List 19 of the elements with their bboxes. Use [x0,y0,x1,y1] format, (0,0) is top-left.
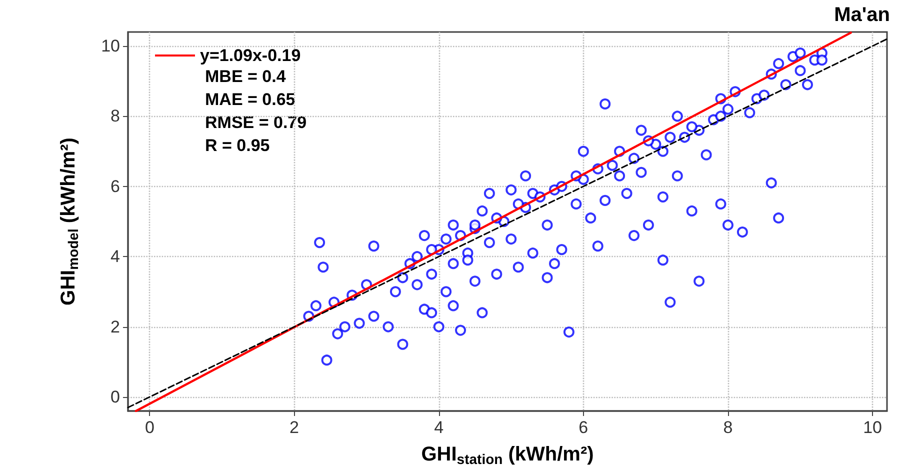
y-tick-label: 2 [110,317,120,336]
legend-label: y=1.09x-0.19 [200,46,301,65]
x-tick-label: 10 [863,418,882,437]
x-tick-label: 2 [290,418,299,437]
annotation: MAE = 0.65 [205,90,296,109]
y-tick-label: 10 [101,36,120,56]
y-tick-label: 4 [110,247,120,266]
annotation: R = 0.95 [205,136,270,155]
annotation: MBE = 0.4 [205,67,286,86]
x-tick-label: 6 [578,418,588,437]
y-axis-title: GHImodel (kWh/m²) [58,138,81,306]
chart-title: Ma'an [834,4,890,26]
x-tick-label: 4 [434,418,444,437]
y-tick-label: 6 [110,176,120,196]
x-tick-label: 0 [144,418,154,437]
x-tick-label: 8 [723,418,733,437]
y-tick-label: 8 [110,106,120,126]
y-tick-label: 0 [110,387,120,406]
annotation: RMSE = 0.79 [205,113,307,132]
